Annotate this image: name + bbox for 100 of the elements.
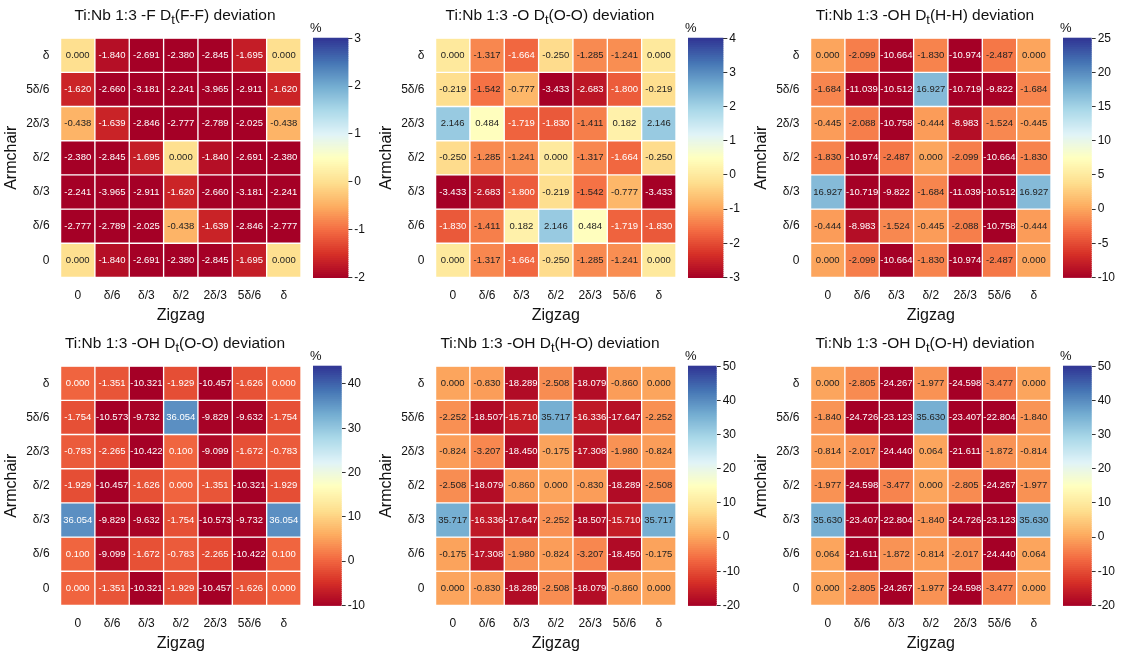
color-bar-label: -20 <box>722 597 741 612</box>
data-label: -2.845 <box>98 151 126 163</box>
data-label: -2.691 <box>132 253 160 265</box>
data-label: 0.000 <box>918 151 943 163</box>
data-label: -1.830 <box>1020 151 1048 163</box>
color-bar-title: % <box>1060 20 1072 36</box>
y-axis-title: Armchair <box>377 125 395 190</box>
data-label: -1.620 <box>167 185 195 197</box>
y-tick-label: 2δ/3 <box>26 443 50 458</box>
color-bar-title: % <box>1060 348 1072 364</box>
color-bar-label: 50 <box>1097 358 1112 373</box>
data-label: -24.267 <box>983 479 1016 491</box>
data-label: 0.000 <box>440 253 465 265</box>
y-tick-label: 5δ/6 <box>776 81 800 96</box>
color-bar-label: 20 <box>1097 461 1112 476</box>
x-tick-label: δ/2 <box>922 615 940 630</box>
data-label: -2.252 <box>439 411 467 423</box>
x-tick-label: δ <box>655 615 663 630</box>
data-label: -1.285 <box>576 48 604 60</box>
data-label: -10.457 <box>199 376 232 388</box>
x-tick-label: δ/2 <box>172 287 190 302</box>
data-label: -1.980 <box>507 547 535 559</box>
data-label: 2.146 <box>440 117 465 129</box>
data-label: -18.507 <box>574 513 607 525</box>
y-tick-label: 2δ/3 <box>776 115 800 130</box>
data-label: -1.980 <box>611 445 638 457</box>
data-label: -2.846 <box>236 219 263 231</box>
data-label: -1.542 <box>473 83 501 95</box>
x-tick-label: 0 <box>824 615 832 630</box>
data-label: -8.983 <box>951 117 979 129</box>
data-label: -2.911 <box>236 83 263 95</box>
color-bar-label: 40 <box>347 376 362 391</box>
data-label: -2.805 <box>848 376 876 388</box>
x-tick-label: 0 <box>449 615 457 630</box>
data-label: -1.241 <box>611 253 638 265</box>
x-tick-label: 2δ/3 <box>578 615 603 630</box>
data-label: 16.927 <box>1019 185 1049 197</box>
x-tick-label: δ/6 <box>103 287 121 302</box>
data-label: -9.732 <box>236 513 263 525</box>
data-label: -1.977 <box>814 479 842 491</box>
y-tick-label: δ/3 <box>782 184 800 199</box>
data-label: -2.017 <box>951 547 979 559</box>
data-label: -2.252 <box>542 513 570 525</box>
data-label: -0.814 <box>1020 445 1048 457</box>
y-tick-label: δ <box>792 375 800 390</box>
color-bar-label: 3 <box>354 30 362 45</box>
x-tick-label: 5δ/6 <box>987 287 1012 302</box>
x-tick-label: δ/3 <box>513 287 531 302</box>
data-label: -2.487 <box>882 151 910 163</box>
x-tick-label: δ/6 <box>478 615 496 630</box>
x-tick-label: δ/3 <box>888 287 906 302</box>
data-label: -10.512 <box>880 83 913 95</box>
x-tick-label: δ/2 <box>922 287 940 302</box>
data-label: -16.336 <box>574 411 607 423</box>
data-label: 0.000 <box>918 479 943 491</box>
data-label: -10.664 <box>983 151 1016 163</box>
data-label: -2.017 <box>848 445 876 457</box>
x-tick-label: δ <box>280 287 288 302</box>
color-bar-label: 10 <box>1097 133 1112 148</box>
chart-title: Ti:Nb 1:3 -OH D$_{t}$(H-O) deviation <box>439 334 661 356</box>
color-bar-label: 0 <box>347 553 355 568</box>
data-label: -1.830 <box>542 117 570 129</box>
data-label: -11.039 <box>846 83 878 95</box>
data-label: -0.175 <box>645 547 673 559</box>
data-label: -0.219 <box>645 83 673 95</box>
y-tick-label: 0 <box>792 580 800 595</box>
data-label: -3.433 <box>645 185 673 197</box>
x-tick-label: δ/2 <box>547 287 565 302</box>
data-label: -10.719 <box>949 83 982 95</box>
data-label: -1.241 <box>611 48 638 60</box>
data-label: 0.000 <box>815 48 840 60</box>
data-label: 0.000 <box>440 48 465 60</box>
data-label: 0.000 <box>815 376 840 388</box>
data-label: -23.407 <box>949 411 982 423</box>
data-label: -1.626 <box>132 479 160 491</box>
data-label: -1.754 <box>167 513 195 525</box>
y-tick-label: δ <box>417 47 425 62</box>
data-label: 16.927 <box>813 185 843 197</box>
data-label: -1.317 <box>473 48 501 60</box>
y-tick-label: 5δ/6 <box>401 409 425 424</box>
data-label: -3.965 <box>201 83 229 95</box>
color-bar-label: 30 <box>722 426 737 441</box>
data-label: 2.146 <box>543 219 568 231</box>
data-label: -1.626 <box>236 581 263 593</box>
data-label: -3.433 <box>439 185 467 197</box>
data-label: -18.450 <box>505 445 538 457</box>
data-label: -0.438 <box>270 117 298 129</box>
x-tick-label: 5δ/6 <box>237 287 262 302</box>
data-label: -0.830 <box>473 581 501 593</box>
data-label: 36.054 <box>63 513 93 525</box>
data-label: -2.508 <box>542 581 570 593</box>
data-label: -10.664 <box>880 48 913 60</box>
data-label: 35.630 <box>1019 513 1049 525</box>
y-tick-label: δ <box>42 375 50 390</box>
color-bar-label: 50 <box>722 358 737 373</box>
y-axis-title: Armchair <box>752 125 770 190</box>
color-bar-label: 4 <box>729 30 737 45</box>
data-label: 0.182 <box>612 117 637 129</box>
y-tick-label: 0 <box>792 252 800 267</box>
y-tick-label: 0 <box>42 252 50 267</box>
